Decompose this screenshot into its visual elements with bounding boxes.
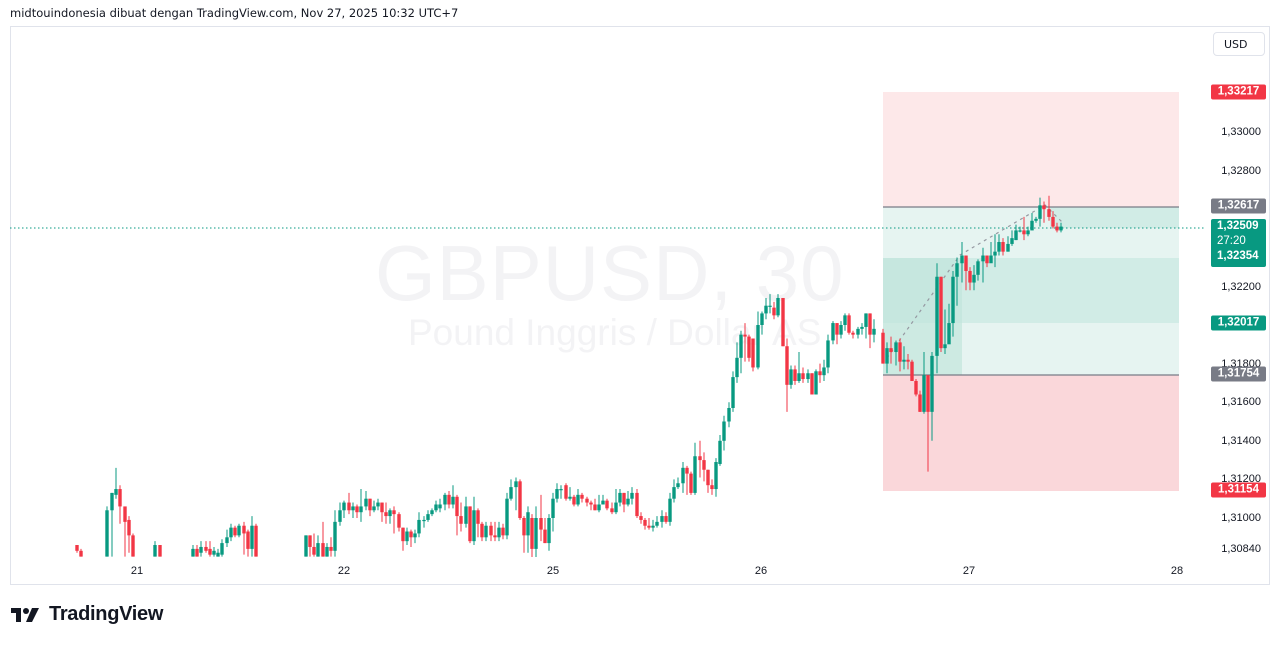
date-label: 26	[754, 565, 768, 577]
trend-dashed-line	[886, 204, 1063, 359]
date-label: 28	[1170, 565, 1184, 577]
price-tick: 1,31600	[1221, 396, 1261, 408]
current-price-value: 1,32509	[1217, 220, 1259, 232]
price-tick: 1,30840	[1221, 543, 1261, 555]
date-label: 27	[962, 565, 976, 577]
price-tick: 1,32800	[1221, 165, 1261, 177]
upper-zone	[883, 92, 1179, 207]
badge-entry-top: 1,32617	[1211, 198, 1266, 214]
price-tick: 1,32200	[1221, 281, 1261, 293]
price-tick: 1,31200	[1221, 473, 1261, 485]
top-right-fill	[1050, 207, 1179, 228]
badge-entry-bottom: 1,31754	[1211, 366, 1266, 382]
tradingview-logo-icon	[11, 607, 39, 622]
level-1-value: 1,32354	[1217, 250, 1259, 262]
badge-target-high: 1,33217	[1211, 84, 1266, 100]
logo-text: TradingView	[49, 603, 164, 625]
date-label: 21	[130, 565, 144, 577]
price-tick: 1,31000	[1221, 512, 1261, 524]
price-tick: 1,31400	[1221, 435, 1261, 447]
watermark-symbol: GBPUSD, 30	[375, 229, 845, 317]
date-label: 22	[337, 565, 351, 577]
bar-countdown: 27:20	[1217, 235, 1246, 247]
attribution-header: midtouindonesia dibuat dengan TradingVie…	[10, 6, 459, 20]
price-axis[interactable]	[1205, 27, 1269, 584]
badge-stop-low: 1,31154	[1211, 482, 1266, 498]
chart-frame	[10, 26, 1270, 585]
currency-button[interactable]: USD	[1213, 32, 1265, 56]
badge-current-price: 1,32509 27:20 1,32354	[1211, 219, 1266, 267]
candles-group	[75, 195, 1063, 557]
date-label: 25	[546, 565, 560, 577]
price-tick: 1,33000	[1221, 126, 1261, 138]
filled-region	[883, 258, 962, 375]
badge-level-2: 1,32017	[1211, 315, 1266, 331]
tradingview-logo[interactable]: TradingView	[11, 603, 163, 626]
